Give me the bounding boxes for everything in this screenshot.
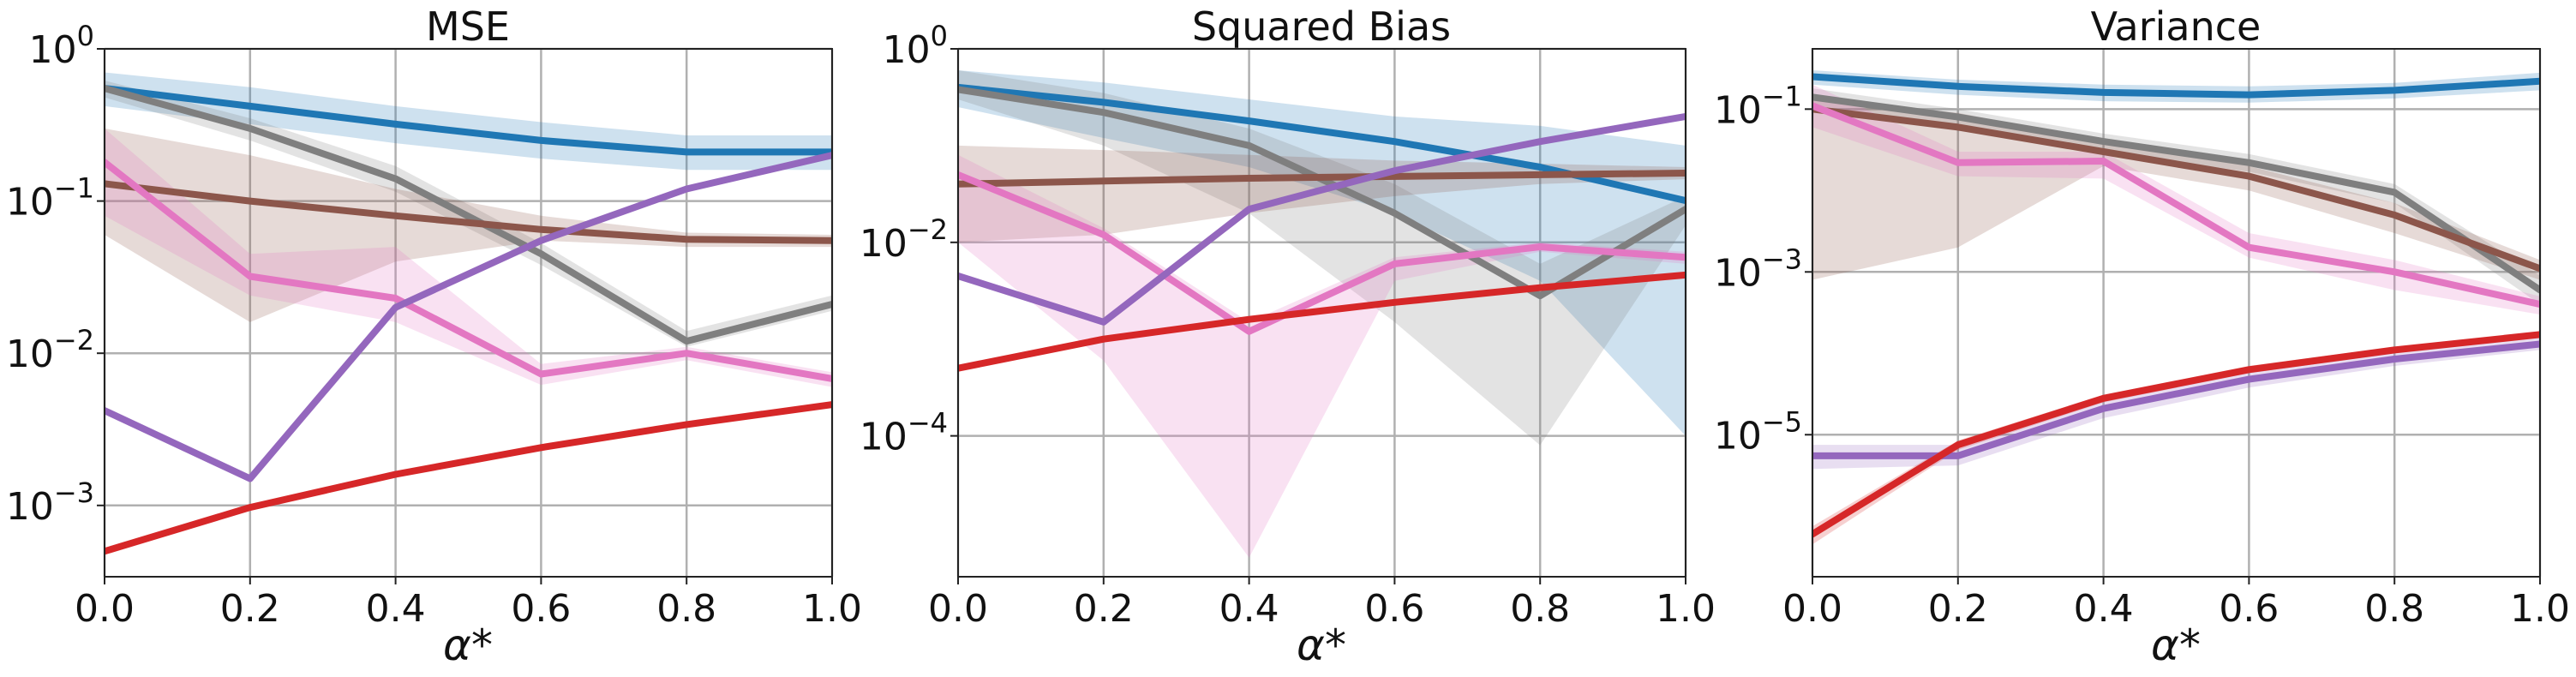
series-line-0 xyxy=(1812,73,2540,99)
series-line-0 xyxy=(105,85,832,156)
series-layer xyxy=(105,72,832,555)
x-tick-label: 0.4 xyxy=(2074,587,2134,631)
series-line-2 xyxy=(958,170,1686,188)
series-line-4 xyxy=(105,152,832,482)
y-tick-label: 10−3 xyxy=(6,476,94,529)
x-tick-label: 0.2 xyxy=(220,587,280,631)
series-line-5 xyxy=(1812,331,2540,538)
panel-title: Squared Bias xyxy=(1192,3,1451,50)
series-line-4 xyxy=(958,112,1686,326)
x-tick-label: 1.0 xyxy=(1656,587,1716,631)
panel-variance: Variance 0.0 0.2 0.4 0.6 0.8 1.010−110−310−5 … xyxy=(1714,3,2570,670)
x-tick-label: 1.0 xyxy=(2510,587,2570,631)
confidence-band-3 xyxy=(1812,84,2540,315)
x-tick-label: 0.0 xyxy=(75,587,135,631)
panel-title: MSE xyxy=(426,3,510,50)
x-axis-label: α* xyxy=(443,620,493,670)
plot-area: 0.0 0.2 0.4 0.6 0.8 1.0 100 10−2 10−4 xyxy=(860,20,1716,631)
x-axis-label: α* xyxy=(2151,620,2201,670)
y-tick-label: 10−4 xyxy=(860,407,948,459)
x-tick-label: 0.8 xyxy=(2364,587,2424,631)
y-tick-label: 10−5 xyxy=(1714,405,1802,458)
x-tick-label: 0.6 xyxy=(1364,587,1424,631)
x-tick-label: 0.8 xyxy=(1510,587,1570,631)
y-tick-label: 10−2 xyxy=(860,213,948,266)
x-tick-label: 0.4 xyxy=(1219,587,1279,631)
y-tick-label: 10−2 xyxy=(6,324,94,376)
confidence-band-0 xyxy=(105,72,832,171)
series-line-1 xyxy=(105,85,832,345)
x-tick-label: 0.6 xyxy=(511,587,571,631)
y-tick-label: 10−1 xyxy=(1714,80,1802,132)
y-tick-label: 10−1 xyxy=(6,172,94,225)
panel-title: Variance xyxy=(2091,3,2261,50)
y-tick-label: 100 xyxy=(29,20,94,72)
plot-area: 0.0 0.2 0.4 0.6 0.8 1.0 10−1 10−3 10−5 xyxy=(1714,48,2570,631)
series-line-3 xyxy=(958,171,1686,335)
confidence-band-2 xyxy=(1812,97,2540,280)
x-tick-label: 1.0 xyxy=(802,587,862,631)
panel-mse: MSE 0.0 0.2 0.4 0.6 0.8 1.0 100 10−1 10−2 10−3 α* xyxy=(6,3,862,670)
series-line-5 xyxy=(958,271,1686,372)
axes-frame xyxy=(957,48,1686,578)
x-tick-label: 0.2 xyxy=(1074,587,1134,631)
series-line-1 xyxy=(1812,93,2540,294)
x-tick-label: 0.2 xyxy=(1928,587,1988,631)
series-line-3 xyxy=(105,159,832,382)
x-tick-label: 0.0 xyxy=(928,587,988,631)
series-layer xyxy=(1812,70,2540,545)
y-tick-label: 100 xyxy=(883,20,948,72)
x-tick-label: 0.4 xyxy=(366,587,426,631)
series-line-2 xyxy=(1812,105,2540,273)
x-tick-label: 0.0 xyxy=(1782,587,1842,631)
x-tick-label: 0.6 xyxy=(2219,587,2279,631)
series-line-2 xyxy=(105,180,832,244)
panel-squared-bias: Squared Bias 0.0 0.2 0.4 0.6 0.8 1.0 100 10−2 10… xyxy=(860,3,1716,670)
series-line-5 xyxy=(105,401,832,555)
plot-area: 0.0 0.2 0.4 0.6 0.8 1.0 100 10−1 10−2 10−3 xyxy=(6,20,862,631)
axes-frame xyxy=(104,48,833,578)
confidence-band-2 xyxy=(958,145,1686,243)
series-line-3 xyxy=(1812,102,2540,309)
series-layer xyxy=(958,70,1686,558)
y-tick-label: 10−3 xyxy=(1714,243,1802,295)
x-axis-label: α* xyxy=(1297,620,1346,670)
x-tick-label: 0.8 xyxy=(656,587,716,631)
axes-frame xyxy=(1812,48,2541,578)
confidence-band-1 xyxy=(958,70,1686,446)
